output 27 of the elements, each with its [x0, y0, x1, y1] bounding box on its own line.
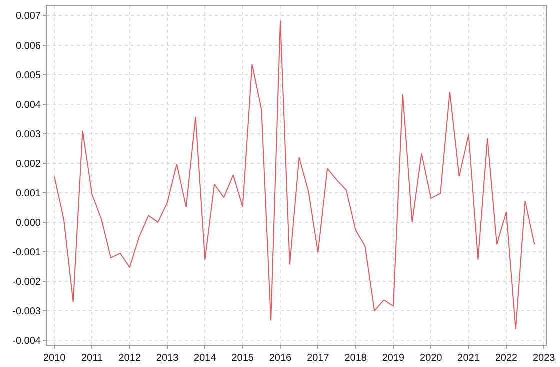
line-series: [54, 20, 536, 330]
x-tick-label: 2012: [118, 353, 142, 364]
y-tick-label: -0.001: [12, 247, 42, 258]
y-tick-label: 0.003: [16, 129, 42, 140]
x-tick-label: 2023: [532, 353, 556, 364]
y-tick-label: 0.006: [16, 40, 42, 52]
x-tick-label: 2010: [43, 353, 66, 364]
y-tick-label: 0.007: [16, 11, 42, 22]
y-tick-label: 0.000: [16, 218, 42, 229]
x-tick-label: 2017: [307, 353, 330, 364]
y-tick-label: 0.005: [16, 70, 42, 82]
y-tick-label: 0.001: [16, 188, 42, 200]
y-tick-label: 0.004: [16, 100, 42, 111]
x-tick-label: 2019: [382, 353, 406, 364]
y-tick-label: -0.003: [12, 306, 42, 318]
x-tick-label: 2015: [232, 353, 254, 364]
y-tick-label: -0.002: [12, 277, 42, 288]
y-tick-label: -0.004: [12, 336, 42, 348]
x-tick-label: 2020: [420, 353, 443, 364]
x-tick-label: 2013: [156, 353, 180, 364]
x-tick-label: 2021: [458, 353, 480, 364]
x-tick-label: 2022: [495, 353, 518, 364]
x-tick-label: 2011: [81, 353, 104, 364]
x-tick-label: 2018: [344, 353, 368, 364]
x-tick-label: 2016: [269, 353, 292, 364]
x-tick-label: 2014: [194, 353, 217, 364]
y-tick-label: 0.002: [16, 158, 42, 170]
